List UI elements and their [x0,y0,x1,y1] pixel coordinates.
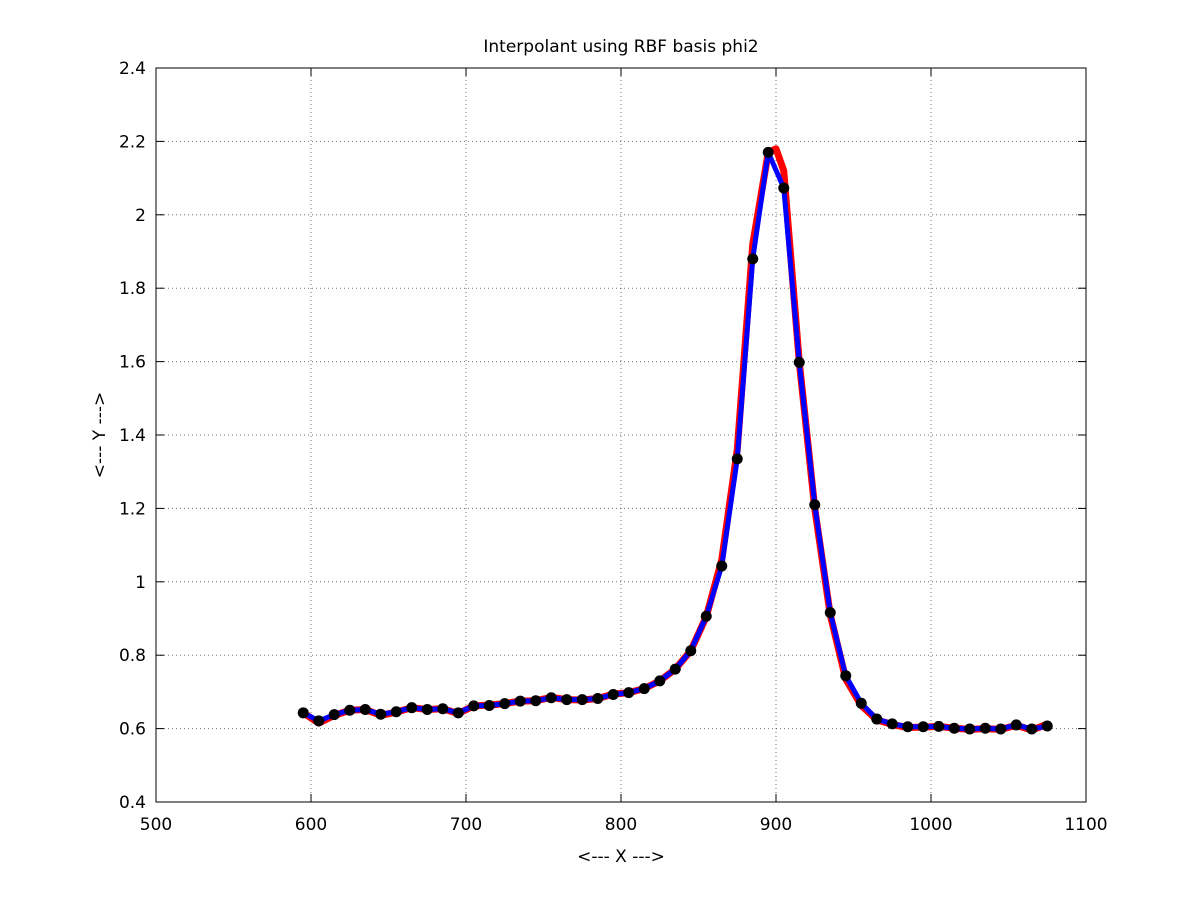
y-tick-label: 0.8 [119,646,146,666]
x-tick-label: 700 [450,815,482,835]
y-tick-label: 0.6 [119,720,146,740]
data-point-marker [576,694,588,706]
data-point-marker [979,722,991,734]
y-axis-label: <--- Y ---> [90,392,110,479]
data-point-marker [328,709,340,721]
data-point-marker [654,675,666,687]
data-point-marker [995,723,1007,735]
data-point-marker [406,702,418,714]
data-point-marker [638,683,650,695]
data-point-marker [669,663,681,675]
data-point-marker [1041,720,1053,732]
data-point-marker [421,704,433,716]
y-tick-label: 1.2 [119,499,146,519]
data-point-marker [809,499,821,511]
x-tick-label: 900 [760,815,792,835]
data-point-marker [886,718,898,730]
data-point-marker [483,699,495,711]
data-point-marker [607,688,619,700]
data-point-marker [840,670,852,682]
x-axis-label: <--- X ---> [577,847,665,867]
data-point-marker [313,715,325,727]
data-point-marker [871,713,883,725]
data-point-marker [778,182,790,194]
data-point-marker [747,253,759,265]
data-point-marker [359,704,371,716]
y-tick-label: 1 [135,573,146,593]
y-tick-label: 1.4 [119,426,146,446]
data-point-marker [344,704,356,716]
data-point-marker [902,721,914,733]
data-point-marker [964,723,976,735]
data-point-marker [530,695,542,707]
data-point-marker [375,708,387,720]
data-point-marker [1026,723,1038,735]
data-markers [297,146,1053,735]
data-point-marker [514,695,526,707]
data-point-marker [762,146,774,158]
data-point-marker [499,698,511,710]
y-tick-label: 1.6 [119,353,146,373]
y-tick-label: 2 [135,206,146,226]
grid [156,68,1086,802]
axis-ticks: 500 600 700 800 900 1000 1100 0.4 0.6 0.8 1 1.2 1.4 1… [119,59,1108,835]
y-tick-label: 1.8 [119,279,146,299]
data-point-marker [452,707,464,719]
data-point-marker [824,607,836,619]
data-point-marker [933,720,945,732]
y-tick-label: 2.4 [119,59,146,79]
x-tick-label: 800 [605,815,637,835]
data-point-marker [917,721,929,733]
x-tick-label: 1000 [909,815,952,835]
data-point-marker [731,453,743,465]
data-point-marker [623,687,635,699]
x-tick-label: 500 [140,815,172,835]
data-point-marker [468,700,480,712]
chart-title: Interpolant using RBF basis phi2 [483,37,758,57]
data-point-marker [700,610,712,622]
data-point-marker [437,703,449,715]
data-point-marker [716,560,728,572]
x-tick-label: 1100 [1064,815,1107,835]
x-tick-label: 600 [295,815,327,835]
data-point-marker [561,694,573,706]
data-point-marker [685,645,697,657]
data-point-marker [297,707,309,719]
data-point-marker [545,692,557,704]
y-tick-label: 2.2 [119,132,146,152]
y-tick-label: 0.4 [119,793,146,813]
data-point-marker [592,693,604,705]
data-point-marker [793,356,805,368]
data-point-marker [1010,719,1022,731]
data-point-marker [855,697,867,709]
data-point-marker [948,722,960,734]
data-point-marker [390,706,402,718]
